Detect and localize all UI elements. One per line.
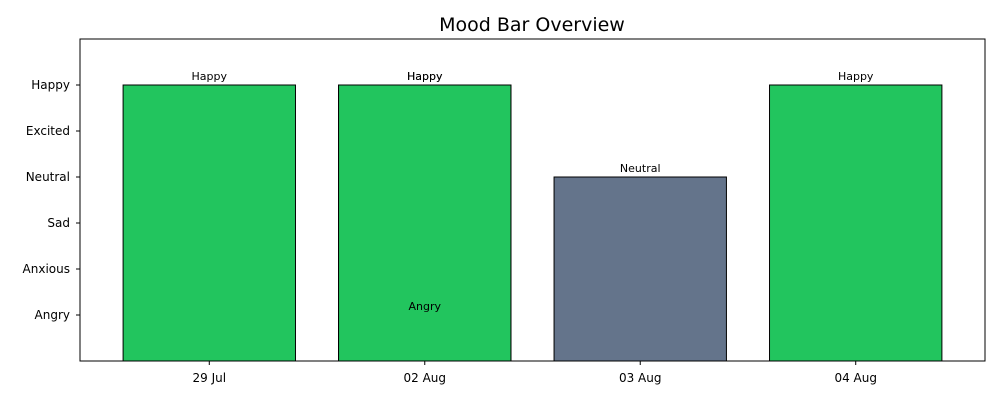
chart-title: Mood Bar Overview (439, 14, 625, 36)
bar-data-label: Happy (407, 70, 443, 83)
bar (338, 84, 512, 362)
x-tick-label: 03 Aug (619, 371, 662, 385)
bar (553, 176, 727, 362)
x-axis: 29 Jul 02 Aug 03 Aug 04 Aug (193, 361, 877, 385)
bar-data-label: Angry (409, 300, 442, 313)
bar (122, 84, 296, 362)
plot-frame (79, 38, 986, 362)
y-tick-label: Sad (47, 216, 70, 230)
bar (769, 84, 943, 362)
bar-data-label: Happy (838, 70, 874, 83)
y-tick-label: Excited (26, 124, 70, 138)
x-tick-label: 29 Jul (193, 371, 227, 385)
x-tick-label: 02 Aug (404, 371, 447, 385)
y-tick-label: Happy (31, 78, 70, 92)
bar-data-label: Neutral (620, 162, 661, 175)
y-tick-label: Anxious (23, 262, 70, 276)
bars-layer (122, 84, 943, 362)
bar-data-label: Happy (407, 70, 443, 83)
x-tick-label: 04 Aug (834, 371, 877, 385)
y-tick-label: Neutral (26, 170, 70, 184)
y-tick-label: Angry (35, 308, 70, 322)
y-axis: Angry Anxious Sad Neutral Excited Happy (23, 78, 80, 322)
bar-data-label: Happy (192, 70, 228, 83)
